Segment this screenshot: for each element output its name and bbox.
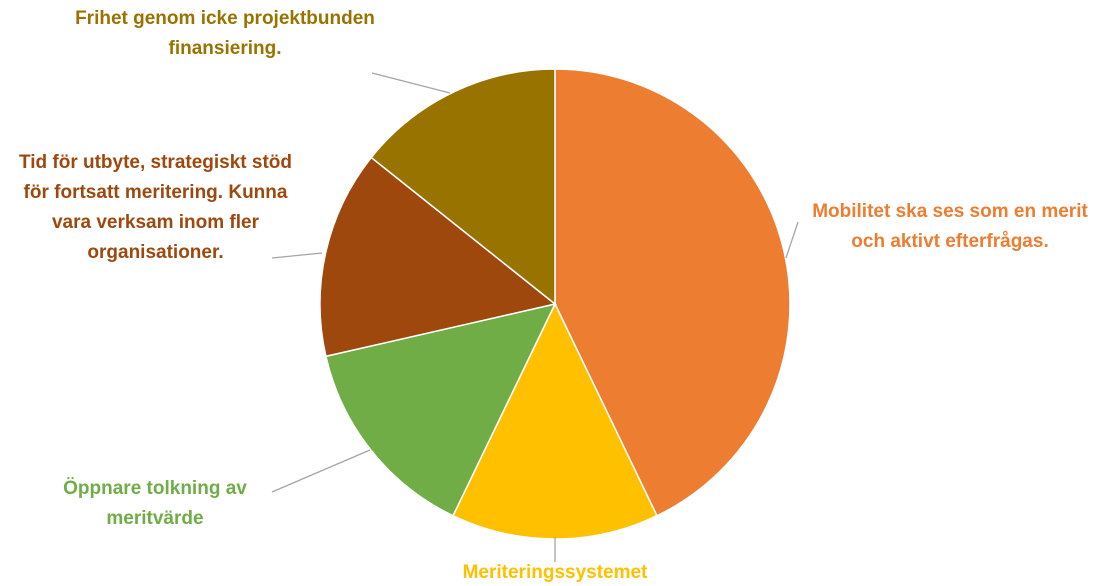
slice-label: Frihet genom icke projektbunden finansie… — [75, 8, 375, 59]
slice-label: Tid för utbyte, strategiskt stöd för for… — [18, 152, 293, 263]
slice-label: Mobilitet ska ses som en merit och aktiv… — [812, 201, 1088, 252]
slice-label: Meriteringssystemet — [462, 562, 648, 583]
leader-line — [371, 72, 451, 94]
leader-line — [785, 221, 799, 259]
slice-label: Öppnare tolkning av meritvärde — [63, 478, 247, 529]
pie-slice — [370, 68, 556, 306]
pie-slice — [554, 68, 791, 517]
pie-slice — [324, 302, 557, 517]
leader-line — [271, 449, 371, 493]
pie-slice — [319, 156, 557, 358]
leader-line — [271, 252, 323, 259]
